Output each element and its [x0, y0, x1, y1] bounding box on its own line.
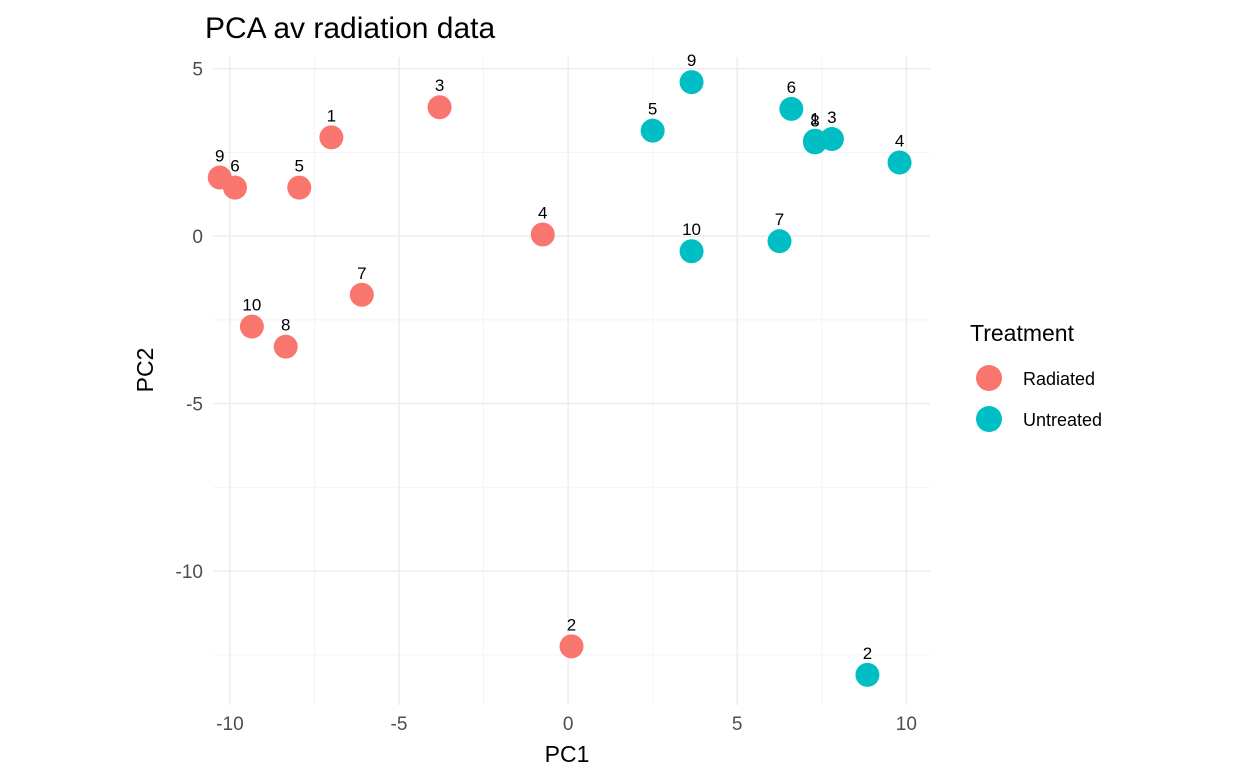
data-point [530, 222, 555, 247]
chart-title: PCA av radiation data [205, 12, 496, 45]
y-tick-label: -5 [186, 395, 203, 416]
x-tick-label: 10 [896, 714, 917, 735]
point-label: 2 [567, 615, 576, 634]
y-tick-label: 5 [192, 60, 203, 81]
y-axis-ticks: 5 0 -5 -10 [176, 60, 203, 583]
legend-key-untreated [976, 406, 1002, 432]
data-point [559, 634, 584, 659]
data-point [779, 96, 804, 121]
data-point [640, 118, 665, 143]
point-label: 4 [895, 131, 904, 150]
y-axis-title: PC2 [132, 348, 158, 393]
data-point [803, 130, 828, 155]
y-tick-label: 0 [192, 227, 203, 248]
data-point [319, 125, 344, 150]
data-point [273, 334, 298, 359]
data-point [207, 165, 232, 190]
x-tick-label: 0 [563, 714, 574, 735]
data-point [427, 95, 452, 120]
x-tick-label: -10 [216, 714, 243, 735]
point-label: 7 [357, 264, 366, 283]
data-point [287, 175, 312, 200]
point-label: 7 [775, 210, 784, 229]
y-tick-label: -10 [176, 562, 203, 583]
point-label: 1 [810, 110, 819, 129]
data-point [767, 229, 792, 254]
point-label: 6 [787, 78, 796, 97]
point-label: 6 [230, 157, 239, 176]
x-tick-label: -5 [391, 714, 408, 735]
point-label: 5 [295, 157, 304, 176]
legend: Treatment Radiated Untreated [970, 320, 1102, 432]
data-point [679, 239, 704, 264]
x-tick-label: 5 [732, 714, 743, 735]
point-label: 4 [538, 203, 547, 222]
x-axis-title: PC1 [545, 741, 590, 767]
legend-title: Treatment [970, 320, 1075, 346]
point-label: 8 [281, 316, 290, 335]
data-point [887, 150, 912, 175]
labels-untreated: 1 2 3 4 5 6 7 8 9 10 [648, 51, 904, 663]
series-untreated [640, 70, 912, 687]
legend-label-untreated: Untreated [1023, 410, 1102, 430]
data-point [855, 662, 880, 687]
point-label: 9 [215, 147, 224, 166]
series-radiated [207, 95, 584, 659]
legend-key-radiated [976, 365, 1002, 391]
point-label: 8 [810, 111, 819, 130]
point-label: 2 [863, 644, 872, 663]
point-label: 3 [827, 108, 836, 127]
x-axis-ticks: -10 -5 0 5 10 [216, 714, 917, 735]
legend-label-radiated: Radiated [1023, 369, 1095, 389]
plot-grid [213, 57, 930, 705]
data-point [239, 314, 264, 339]
data-point [349, 282, 374, 307]
labels-radiated: 1 2 3 4 5 6 7 8 9 10 [215, 76, 576, 634]
point-label: 9 [687, 51, 696, 70]
point-label: 10 [682, 220, 701, 239]
data-points: 1 2 3 4 5 6 7 8 9 10 1 2 3 4 5 6 7 8 9 10 [207, 51, 912, 687]
point-label: 10 [242, 296, 261, 315]
point-label: 3 [435, 76, 444, 95]
point-label: 5 [648, 100, 657, 119]
point-label: 1 [327, 106, 336, 125]
data-point [679, 70, 704, 95]
